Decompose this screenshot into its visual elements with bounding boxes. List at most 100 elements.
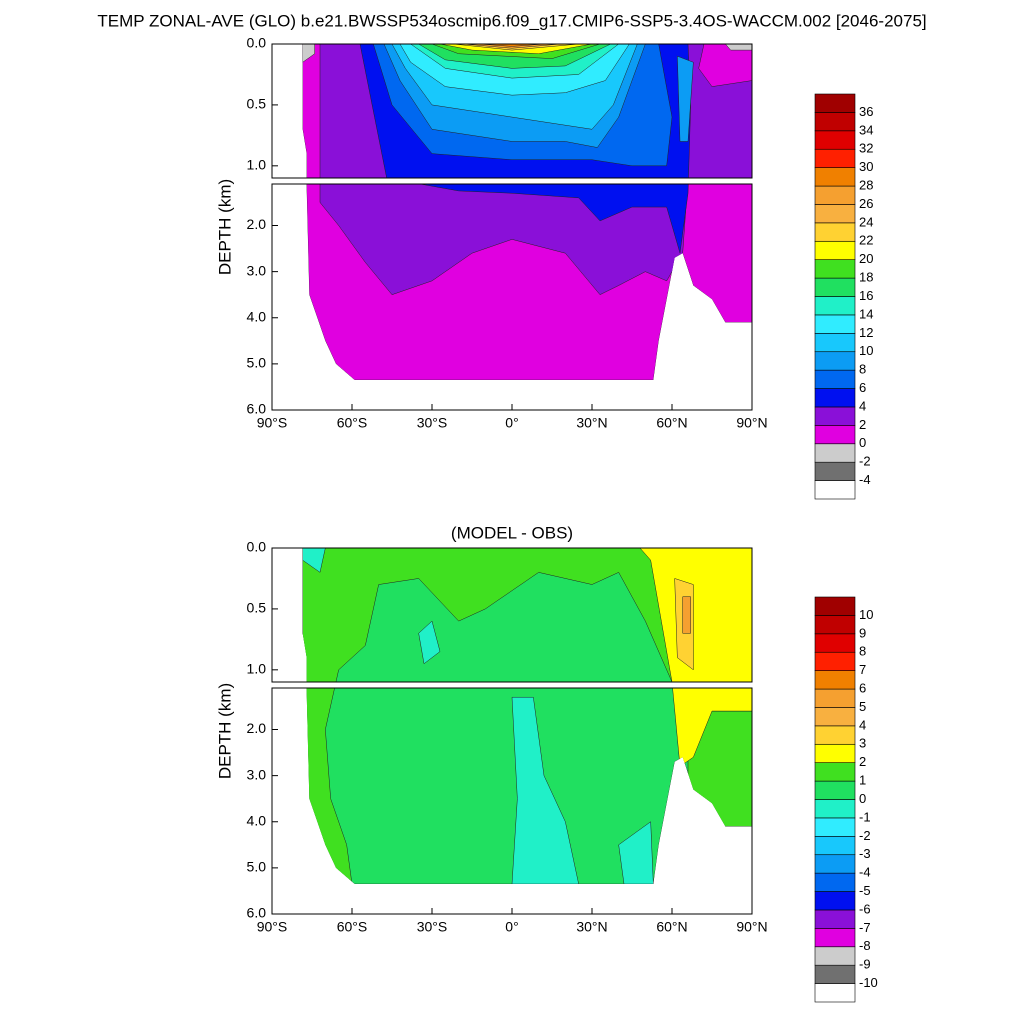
contour-fill — [698, 44, 752, 87]
panel-gap — [270, 682, 754, 688]
x-tick-label: 60°S — [337, 919, 368, 935]
y-tick-label: 0.0 — [247, 539, 267, 555]
y-tick-label: 0.0 — [247, 35, 267, 51]
colorbar-label: -10 — [859, 975, 878, 990]
colorbar-label: 2 — [859, 417, 866, 432]
colorbar-label: 14 — [859, 306, 873, 321]
contour-fill — [511, 696, 579, 885]
colorbar-label: 36 — [859, 104, 873, 119]
colorbar-box — [814, 596, 856, 616]
colorbar-label: 4 — [859, 398, 866, 413]
colorbar-box — [814, 964, 856, 984]
colorbar-label: 3 — [859, 736, 866, 751]
y-tick-label: 3.0 — [247, 262, 267, 278]
colorbar-box — [814, 780, 856, 800]
colorbar-label: -7 — [859, 920, 871, 935]
x-tick-label: 0° — [505, 415, 518, 431]
colorbar-label: -3 — [859, 846, 871, 861]
y-tick-label: 5.0 — [247, 355, 267, 371]
colorbar-label: 6 — [859, 380, 866, 395]
colorbar-box — [814, 425, 856, 445]
colorbar-label: -4 — [859, 865, 871, 880]
colorbar-label: -6 — [859, 901, 871, 916]
colorbar-box — [814, 615, 856, 635]
colorbar-label: 0 — [859, 791, 866, 806]
y-tick-label: 5.0 — [247, 859, 267, 875]
colorbar-box — [814, 743, 856, 763]
colorbar-label: -8 — [859, 938, 871, 953]
x-tick-label: 30°N — [576, 919, 607, 935]
colorbar-box — [814, 130, 856, 150]
y-tick-label: 4.0 — [247, 812, 267, 828]
y-tick-label: 2.0 — [247, 720, 267, 736]
x-tick-label: 60°S — [337, 415, 368, 431]
colorbar-box — [814, 388, 856, 408]
y-axis-label: DEPTH (km) — [215, 683, 234, 779]
contour-fill — [479, 44, 545, 47]
y-tick-label: 1.0 — [247, 661, 267, 677]
colorbar-box — [814, 762, 856, 782]
colorbar-label: 24 — [859, 214, 873, 229]
contour-fill — [302, 548, 326, 573]
colorbar-box — [814, 946, 856, 966]
contour-fill — [618, 821, 654, 885]
y-tick-label: 3.0 — [247, 766, 267, 782]
colorbar-label: 0 — [859, 435, 866, 450]
colorbar-label: 4 — [859, 717, 866, 732]
x-tick-label: 30°S — [417, 415, 448, 431]
colorbar-box — [814, 688, 856, 708]
x-tick-label: 60°N — [656, 919, 687, 935]
y-tick-label: 0.5 — [247, 600, 267, 616]
colorbar-box — [814, 725, 856, 745]
colorbar-label: 6 — [859, 680, 866, 695]
colorbar-label: 20 — [859, 251, 873, 266]
x-tick-label: 30°S — [417, 919, 448, 935]
colorbar-box — [814, 909, 856, 929]
x-tick-label: 0° — [505, 919, 518, 935]
y-tick-label: 4.0 — [247, 308, 267, 324]
y-tick-label: 6.0 — [247, 905, 267, 921]
colorbar-box — [814, 406, 856, 426]
colorbar-box — [814, 799, 856, 819]
y-tick-label: 0.5 — [247, 96, 267, 112]
x-tick-label: 60°N — [656, 415, 687, 431]
colorbar-box — [814, 112, 856, 132]
contour-field — [302, 548, 752, 885]
colorbar-label: 8 — [859, 644, 866, 659]
colorbar-label: 22 — [859, 233, 873, 248]
colorbar-box — [814, 707, 856, 727]
colorbar-box — [814, 148, 856, 168]
colorbar-box — [814, 817, 856, 837]
colorbar-box — [814, 983, 856, 1003]
colorbar-label: -5 — [859, 883, 871, 898]
contour-field — [302, 44, 752, 381]
colorbar-box — [814, 240, 856, 260]
colorbar-label: 18 — [859, 270, 873, 285]
colorbar-label: 9 — [859, 625, 866, 640]
x-tick-label: 30°N — [576, 415, 607, 431]
contour-fill — [724, 44, 752, 51]
contour-fill — [302, 44, 315, 63]
colorbar-box — [814, 854, 856, 874]
colorbar-box — [814, 333, 856, 353]
colorbar-label: 1 — [859, 773, 866, 788]
colorbar-box — [814, 296, 856, 316]
colorbar-label: -2 — [859, 454, 871, 469]
colorbar-box — [814, 928, 856, 948]
colorbar-label: 28 — [859, 177, 873, 192]
colorbar-label: 34 — [859, 122, 873, 137]
y-tick-label: 6.0 — [247, 401, 267, 417]
contour-fill — [682, 596, 691, 634]
colorbar-box — [814, 443, 856, 463]
panel-title: (MODEL - OBS) — [451, 523, 573, 542]
colorbar-box — [814, 836, 856, 856]
colorbar-box — [814, 204, 856, 224]
contour-fill — [418, 620, 441, 665]
frame — [271, 547, 753, 683]
colorbar-label: -9 — [859, 957, 871, 972]
colorbar-box — [814, 369, 856, 389]
colorbar-box — [814, 277, 856, 297]
panel-gap — [270, 178, 754, 184]
colorbar-label: 16 — [859, 288, 873, 303]
colorbar-label: -4 — [859, 472, 871, 487]
